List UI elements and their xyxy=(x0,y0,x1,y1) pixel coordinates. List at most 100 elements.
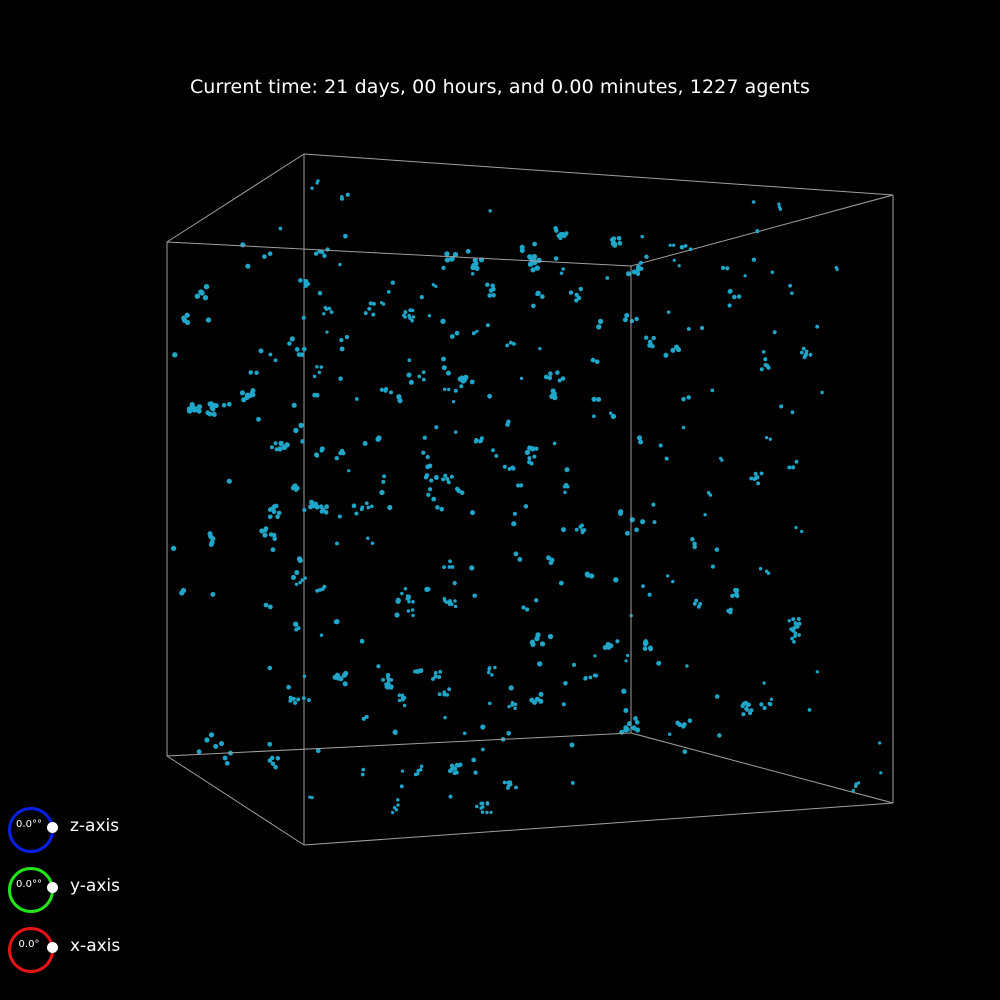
agent-dot xyxy=(267,251,273,257)
agent-dot xyxy=(226,401,232,407)
agent-dot xyxy=(312,374,317,379)
agent-dot xyxy=(288,695,293,700)
agent-dot xyxy=(485,323,490,328)
agent-dot xyxy=(680,724,686,729)
agent-dot xyxy=(502,464,507,469)
agent-dot xyxy=(308,795,312,799)
agent-dot xyxy=(582,528,587,532)
agent-dot xyxy=(719,456,723,460)
agent-dot xyxy=(366,536,370,541)
agent-dot xyxy=(547,633,554,640)
agent-dot xyxy=(218,741,225,747)
y-axis-rotation-value: 0.0°° xyxy=(16,879,42,890)
agent-dot xyxy=(676,347,681,352)
agent-dot xyxy=(529,639,536,645)
agent-dot xyxy=(502,780,507,785)
agent-dot xyxy=(286,684,291,690)
agent-dot xyxy=(339,337,344,343)
agent-dot xyxy=(506,780,511,785)
agent-dot xyxy=(360,772,365,777)
agent-dot xyxy=(741,712,746,717)
agent-dot xyxy=(486,670,491,675)
agent-dot xyxy=(291,402,297,408)
agent-dot xyxy=(202,295,209,301)
agent-dot xyxy=(405,594,410,598)
agent-dot xyxy=(534,598,539,603)
agent-dot xyxy=(787,465,792,470)
agent-dot xyxy=(732,294,737,300)
agent-dot xyxy=(686,326,691,331)
agent-dot xyxy=(345,192,350,197)
agent-dot xyxy=(288,698,293,703)
agent-dot xyxy=(647,343,652,348)
agent-dot xyxy=(442,692,447,697)
agent-dot xyxy=(878,741,882,745)
agent-dot xyxy=(651,335,656,341)
agent-dot xyxy=(564,231,569,236)
agent-dot xyxy=(397,693,402,697)
agent-dot xyxy=(449,767,454,772)
agent-dot xyxy=(728,288,733,294)
z-axis-rotation-control[interactable]: 0.0°° z-axis xyxy=(6,805,166,855)
agent-dot xyxy=(379,489,385,496)
agent-dot xyxy=(531,253,538,260)
agent-dot xyxy=(633,716,638,721)
agent-dot xyxy=(429,478,434,483)
agent-dot xyxy=(725,266,730,271)
agent-dot xyxy=(477,439,483,444)
agent-dot xyxy=(507,466,512,471)
agent-dot xyxy=(411,613,415,618)
y-axis-rotation-handle[interactable] xyxy=(47,882,58,893)
agent-dot xyxy=(376,664,381,669)
agent-dot xyxy=(402,703,407,708)
agent-dot xyxy=(535,290,541,296)
agent-dot xyxy=(250,392,256,398)
agent-dot xyxy=(408,316,412,320)
agent-dot xyxy=(677,264,681,268)
agent-dot xyxy=(767,701,771,706)
agent-dot xyxy=(447,565,452,569)
agent-dot xyxy=(406,372,412,378)
agent-dot xyxy=(205,317,212,323)
agent-dot xyxy=(576,295,582,301)
x-axis-rotation-control[interactable]: 0.0° x-axis xyxy=(6,925,166,975)
agent-dot xyxy=(479,806,483,810)
agent-dot xyxy=(563,681,568,686)
agent-dot xyxy=(485,282,490,287)
agent-dot xyxy=(310,186,314,190)
agent-dot xyxy=(679,244,685,250)
box-edge xyxy=(166,732,632,757)
agent-dot xyxy=(741,701,746,706)
x-axis-rotation-handle[interactable] xyxy=(47,942,58,953)
agent-dot xyxy=(511,341,516,346)
agent-dot xyxy=(302,507,307,513)
agent-dot xyxy=(465,248,471,254)
agent-dot xyxy=(560,376,566,381)
agent-dot xyxy=(879,771,883,775)
agent-dot xyxy=(410,318,414,323)
agent-dot xyxy=(589,573,595,579)
agent-dot xyxy=(854,784,858,788)
box-edge xyxy=(166,153,305,243)
y-axis-rotation-control[interactable]: 0.0°° y-axis xyxy=(6,865,166,915)
agent-dot xyxy=(563,490,567,495)
agent-dot xyxy=(388,390,394,395)
agent-dot xyxy=(434,284,438,289)
agent-dot xyxy=(425,454,430,460)
agent-dot xyxy=(656,660,662,666)
agent-dot xyxy=(764,435,769,440)
agent-dot xyxy=(273,441,278,446)
agent-dot xyxy=(449,763,455,768)
agent-dot xyxy=(534,265,540,271)
agent-dot xyxy=(298,278,303,283)
agent-dot xyxy=(327,306,331,310)
agent-dot xyxy=(527,445,533,451)
agent-dot xyxy=(527,261,534,267)
agent-dot xyxy=(793,634,797,639)
agent-dot xyxy=(594,359,600,365)
agent-dot xyxy=(694,598,699,603)
agent-dot xyxy=(717,733,722,738)
z-axis-rotation-handle[interactable] xyxy=(47,822,58,833)
